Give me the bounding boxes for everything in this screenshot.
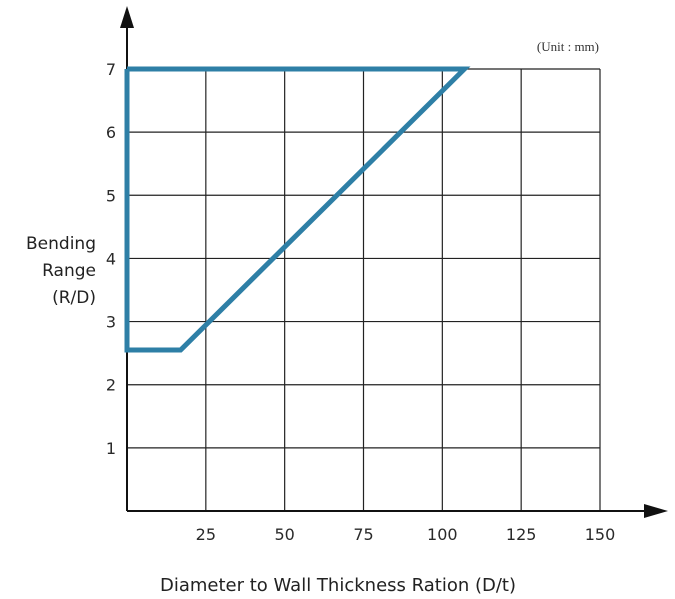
x-tick-label: 100 [427,525,458,544]
axes [120,6,668,518]
x-tick-label: 125 [506,525,537,544]
y-tick-label: 4 [106,249,116,268]
grid-lines [127,68,601,511]
x-tick-label: 25 [196,525,216,544]
y-tick-labels: 1 2 3 4 5 6 7 [106,60,116,458]
x-tick-label: 150 [585,525,616,544]
y-axis-label-line-2: Range [42,261,96,281]
x-axis-label: Diameter to Wall Thickness Ration (D/t) [160,575,516,596]
x-tick-labels: 25 50 75 100 125 150 [196,525,616,544]
y-tick-label: 1 [106,439,116,458]
y-tick-label: 7 [106,60,116,79]
y-tick-label: 2 [106,376,116,395]
y-axis-arrow-icon [120,6,134,28]
y-axis-label-line-1: Bending [26,234,96,254]
x-tick-label: 75 [353,525,373,544]
x-axis-arrow-icon [644,504,668,518]
series-layer [124,66,471,353]
y-axis-label-line-3: (R/D) [52,288,96,308]
x-tick-label: 50 [274,525,294,544]
unit-note: (Unit : mm) [537,39,599,54]
y-tick-label: 5 [106,186,116,205]
y-tick-label: 3 [106,313,116,332]
bending-range-outline [124,66,471,353]
y-tick-label: 6 [106,123,116,142]
